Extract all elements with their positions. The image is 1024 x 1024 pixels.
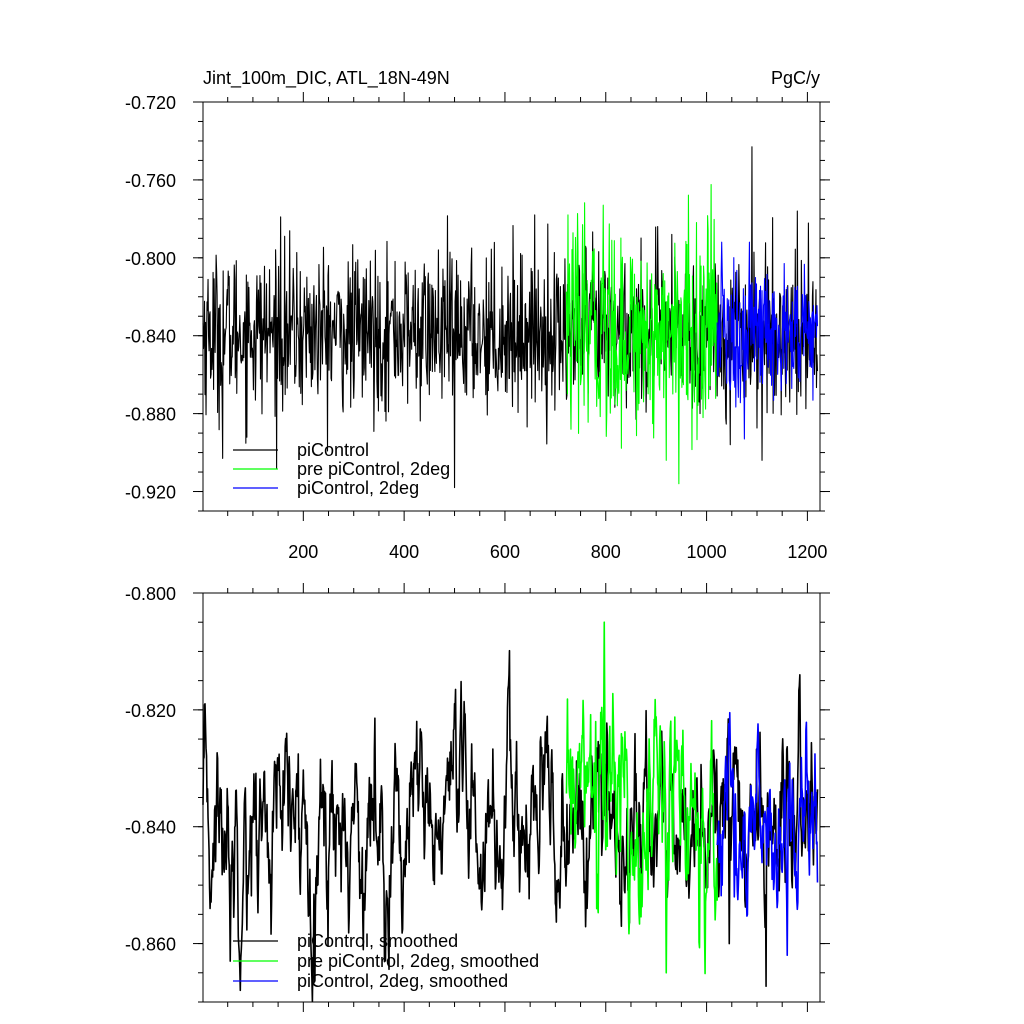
- bottom-y-tick-label: -0.860: [125, 935, 176, 955]
- top-series-lines: [202, 146, 819, 489]
- top-title: Jint_100m_DIC, ATL_18N-49N: [203, 68, 450, 89]
- top-y-tick-label: -0.800: [125, 249, 176, 269]
- top-legend-label-2: piControl, 2deg: [297, 478, 419, 498]
- top-plot-frame: [202, 101, 821, 512]
- top-series-line-0: [202, 146, 819, 489]
- top-x-tick-label: 400: [389, 542, 419, 562]
- bottom-y-tick-label: -0.800: [125, 584, 176, 604]
- top-y-tick-label: -0.840: [125, 327, 176, 347]
- bottom-series-line-1: [565, 621, 718, 975]
- top-panel: Jint_100m_DIC, ATL_18N-49N PgC/y -0.720-…: [125, 68, 830, 562]
- top-legend-label-0: piControl: [297, 440, 369, 460]
- bottom-legend-label-2: piControl, 2deg, smoothed: [297, 971, 508, 991]
- bottom-axes: -0.800 -0.820 -0.840 -0.860: [125, 583, 830, 1012]
- bottom-y-tick-label: -0.820: [125, 701, 176, 721]
- bottom-panel: -0.800 -0.820 -0.840 -0.860 piControl, smoo…: [125, 583, 830, 1012]
- bottom-legend-label-0: piControl, smoothed: [297, 931, 458, 951]
- top-x-tick-label: 600: [490, 542, 520, 562]
- top-x-tick-label: 1200: [787, 542, 827, 562]
- top-legend-label-1: pre piControl, 2deg: [297, 459, 450, 479]
- top-units: PgC/y: [771, 68, 820, 88]
- bottom-series-lines: [202, 621, 819, 1003]
- bottom-series-line-0: [202, 649, 819, 1003]
- top-x-tick-label: 800: [591, 542, 621, 562]
- top-x-tick-label: 1000: [687, 542, 727, 562]
- bottom-plot-frame: [202, 592, 821, 1003]
- top-y-tick-label: -0.760: [125, 171, 176, 191]
- top-y-tick-label: -0.920: [125, 483, 176, 503]
- bottom-legend-label-1: pre piControl, 2deg, smoothed: [297, 951, 539, 971]
- bottom-y-tick-label: -0.840: [125, 818, 176, 838]
- top-y-tick-label: -0.720: [125, 93, 176, 113]
- top-y-tick-label: -0.880: [125, 405, 176, 425]
- top-series-line-2: [716, 241, 819, 440]
- bottom-series-line-2: [716, 711, 819, 957]
- top-x-tick-label: 200: [288, 542, 318, 562]
- top-axes: -0.720 -0.760 -0.800 -0.840 -0.880 -0.920 200 4…: [125, 92, 830, 562]
- top-series-line-1: [565, 184, 718, 485]
